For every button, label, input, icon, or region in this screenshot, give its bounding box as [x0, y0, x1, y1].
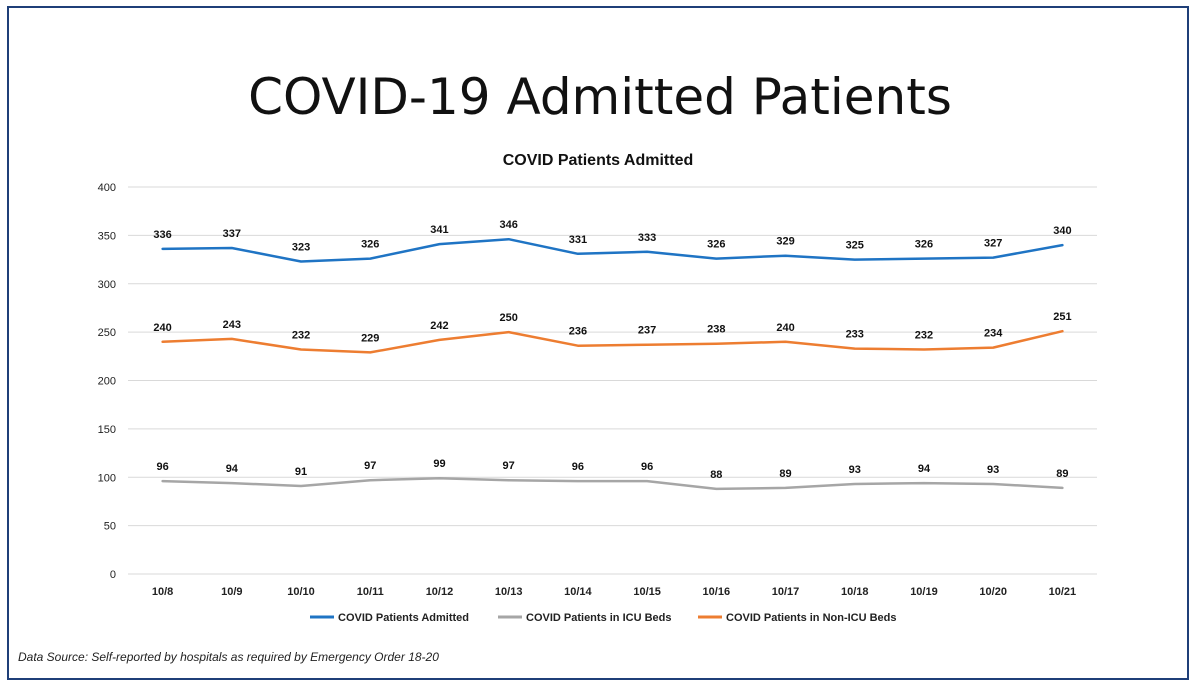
- legend: COVID Patients Admitted COVID Patients in…: [310, 612, 897, 624]
- x-tick-label: 10/21: [1049, 586, 1077, 598]
- data-label: 238: [707, 324, 725, 336]
- slide-frame: [7, 6, 1189, 680]
- x-tick-label: 10/9: [221, 586, 242, 598]
- y-tick-label: 200: [98, 376, 116, 388]
- data-label: 93: [987, 464, 999, 476]
- data-label: 232: [915, 330, 933, 342]
- y-tick-label: 350: [98, 230, 116, 242]
- data-label: 340: [1053, 225, 1071, 237]
- data-label: 232: [292, 330, 310, 342]
- data-label: 326: [707, 239, 725, 251]
- data-label: 327: [984, 238, 1002, 250]
- data-label: 96: [641, 461, 653, 473]
- x-tick-label: 10/10: [287, 586, 315, 598]
- data-label: 97: [364, 460, 376, 472]
- y-axis: 0 50 100 150 200 250 300 350 400: [98, 182, 116, 581]
- data-label: 99: [433, 458, 445, 470]
- data-label: 89: [779, 468, 791, 480]
- data-label: 96: [572, 461, 584, 473]
- y-tick-label: 400: [98, 182, 116, 194]
- data-label: 88: [710, 469, 722, 481]
- y-tick-label: 300: [98, 279, 116, 291]
- legend-label: COVID Patients Admitted: [338, 612, 469, 624]
- y-tick-label: 250: [98, 327, 116, 339]
- data-label: 94: [226, 463, 239, 475]
- slide-title: COVID-19 Admitted Patients: [248, 68, 952, 126]
- data-label: 346: [499, 219, 517, 231]
- y-tick-label: 100: [98, 472, 116, 484]
- data-label: 97: [503, 460, 515, 472]
- data-label: 233: [846, 329, 864, 341]
- data-label: 237: [638, 325, 656, 337]
- data-label: 234: [984, 328, 1003, 340]
- x-tick-label: 10/11: [357, 586, 384, 598]
- data-label: 93: [849, 464, 861, 476]
- x-tick-label: 10/15: [633, 586, 661, 598]
- data-label: 329: [776, 236, 794, 248]
- series-line: [161, 476, 1064, 491]
- series-lines: [161, 237, 1064, 491]
- data-label: 240: [776, 322, 794, 334]
- data-label: 326: [915, 239, 933, 251]
- data-label: 242: [430, 320, 448, 332]
- data-label: 341: [430, 224, 448, 236]
- data-label: 94: [918, 463, 931, 475]
- y-tick-label: 50: [104, 521, 116, 533]
- legend-label: COVID Patients in ICU Beds: [526, 612, 671, 624]
- x-tick-label: 10/14: [564, 586, 592, 598]
- series-line: [161, 329, 1064, 354]
- series-line: [161, 237, 1064, 263]
- data-label: 96: [156, 461, 168, 473]
- data-label: 325: [846, 240, 864, 252]
- data-label: 243: [223, 319, 241, 331]
- x-tick-label: 10/17: [772, 586, 800, 598]
- x-axis: 10/8 10/9 10/10 10/11 10/12 10/13 10/14 10/15 10…: [152, 586, 1076, 598]
- x-tick-label: 10/16: [703, 586, 731, 598]
- data-source-note: Data Source: Self-reported by hospitals …: [18, 650, 439, 664]
- x-tick-label: 10/8: [152, 586, 173, 598]
- data-labels: 336 337 323 326 341 346 331 333 326 329 325 326 327 3…: [153, 219, 1071, 481]
- data-label: 323: [292, 241, 310, 253]
- data-label: 89: [1056, 468, 1068, 480]
- data-label: 91: [295, 466, 307, 478]
- x-tick-label: 10/13: [495, 586, 523, 598]
- data-label: 333: [638, 232, 656, 244]
- data-label: 251: [1053, 311, 1071, 323]
- data-label: 240: [153, 322, 171, 334]
- data-label: 236: [569, 326, 587, 338]
- data-label: 229: [361, 332, 379, 344]
- x-tick-label: 10/18: [841, 586, 869, 598]
- data-label: 326: [361, 239, 379, 251]
- data-label: 336: [153, 229, 171, 241]
- y-tick-label: 150: [98, 424, 116, 436]
- data-label: 337: [223, 228, 241, 240]
- x-tick-label: 10/12: [426, 586, 454, 598]
- x-tick-label: 10/20: [979, 586, 1007, 598]
- data-label: 331: [569, 234, 587, 246]
- legend-label: COVID Patients in Non-ICU Beds: [726, 612, 897, 624]
- gridlines: [128, 186, 1097, 575]
- y-tick-label: 0: [110, 569, 116, 581]
- x-tick-label: 10/19: [910, 586, 938, 598]
- data-label: 250: [499, 312, 517, 324]
- chart-title: COVID Patients Admitted: [503, 152, 694, 169]
